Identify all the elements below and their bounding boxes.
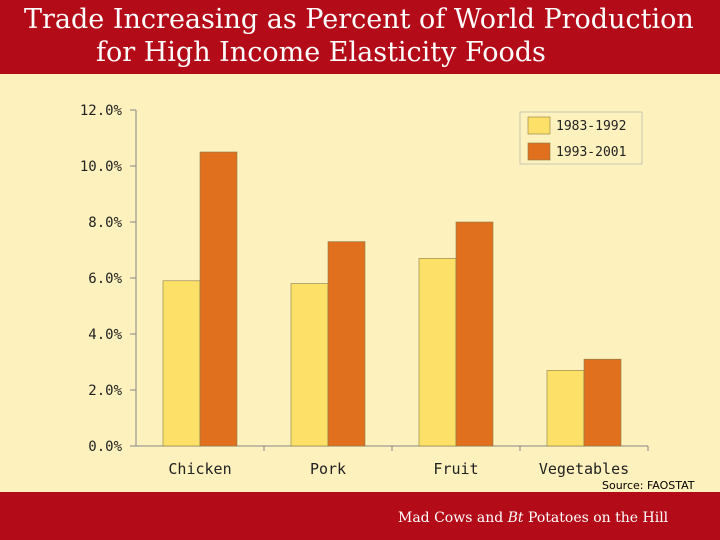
y-tick-label: 6.0% [88,271,122,287]
y-tick-label: 4.0% [88,327,122,343]
bar-chicken-1983-1992 [163,281,200,446]
footer-text: Mad Cows and Bt Potatoes on the Hill [398,510,668,526]
y-tick-label: 0.0% [88,439,122,455]
bar-fruit-1983-1992 [419,258,456,446]
source-note: Source: FAOSTAT [602,479,695,492]
bar-fruit-1993-2001 [456,222,493,446]
legend-label-1983-1992: 1983-1992 [556,119,626,134]
bar-vegetables-1983-1992 [547,370,584,446]
y-tick-label: 2.0% [88,383,122,399]
x-tick-label: Vegetables [539,460,629,478]
x-tick-label: Pork [310,460,346,478]
bar-chicken-1993-2001 [200,152,237,446]
footer-text-italic: Bt [508,510,524,526]
footer-text-post: Potatoes on the Hill [524,510,669,526]
bar-pork-1983-1992 [291,284,328,446]
legend-swatch-1993-2001 [528,143,550,160]
y-tick-label: 12.0% [80,103,123,119]
y-tick-label: 8.0% [88,215,122,231]
x-tick-label: Chicken [168,460,231,478]
legend-label-1993-2001: 1993-2001 [556,145,626,160]
bar-vegetables-1993-2001 [584,359,621,446]
bar-pork-1993-2001 [328,242,365,446]
chart-bars [163,152,621,446]
legend-swatch-1983-1992 [528,117,550,134]
x-tick-label: Fruit [433,460,478,478]
footer-text-pre: Mad Cows and [398,510,508,526]
chart-legend: 1983-1992 1993-2001 [520,112,642,164]
y-tick-label: 10.0% [80,159,123,175]
